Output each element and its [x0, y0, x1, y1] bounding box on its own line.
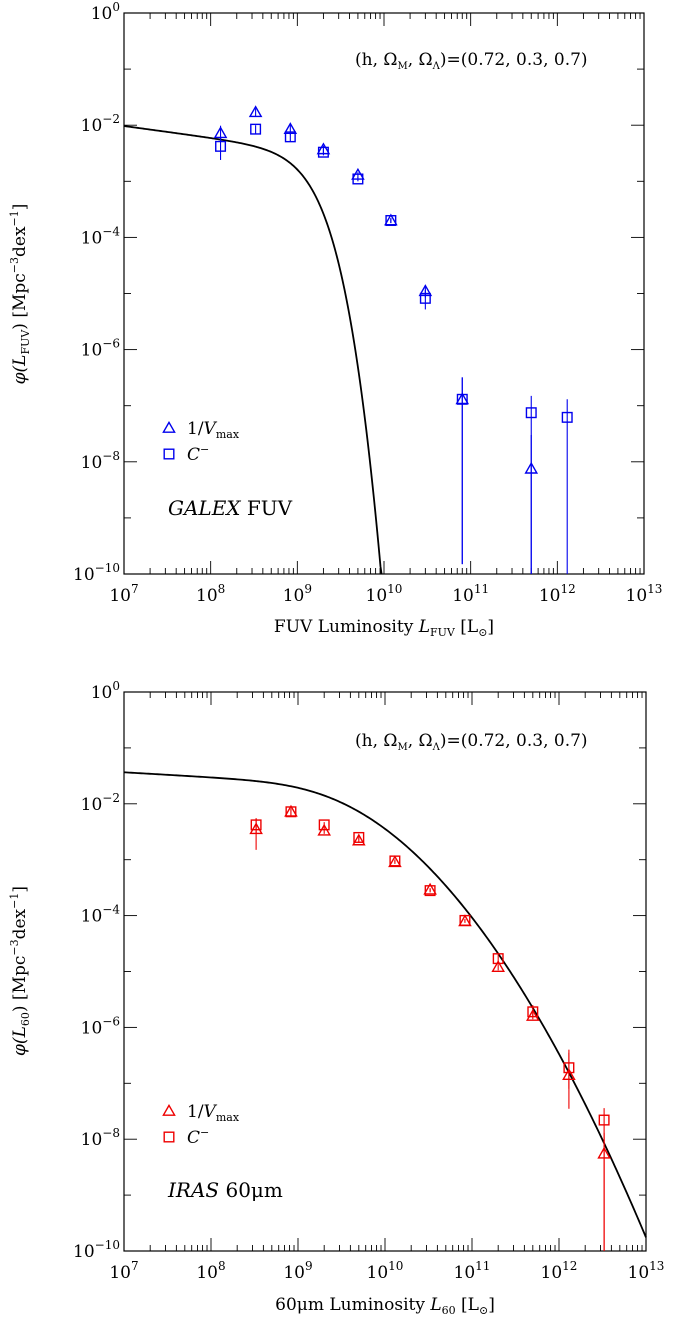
x-tick-label: 1010 — [366, 582, 403, 606]
axis-ticks — [123, 12, 645, 575]
data-point-triangle — [249, 822, 263, 835]
data-point-triangle — [491, 960, 505, 972]
y-tick-label: 10−6 — [81, 337, 120, 361]
model-curve — [123, 771, 647, 1238]
x-tick-label: 1012 — [541, 1259, 578, 1283]
data-point-triangle — [248, 105, 263, 118]
x-axis-label: 60μm Luminosity L60 [L⊙] — [275, 1295, 495, 1317]
data-point-square — [352, 173, 364, 185]
y-tick-label: 10−10 — [73, 561, 120, 585]
data-point-square — [456, 393, 468, 405]
data-point-triangle — [388, 855, 402, 868]
y-tick-label: 10−2 — [81, 791, 120, 815]
y-tick-label: 10−4 — [81, 224, 121, 248]
data-point-triangle — [423, 882, 437, 895]
cosmology-annotation: (h, ΩM, ΩΛ)=(0.72, 0.3, 0.7) — [355, 731, 588, 753]
y-axis-label: φ(L60) [Mpc−3dex−1] — [8, 886, 32, 1056]
series-square — [215, 123, 573, 574]
x-tick-label: 108 — [196, 582, 225, 606]
y-tick-label: 10−8 — [81, 1126, 120, 1150]
survey-label: IRAS 60μm — [167, 1178, 283, 1202]
legend-marker — [162, 420, 176, 433]
data-point-triangle — [526, 1008, 540, 1021]
data-point-square — [353, 831, 365, 843]
panel-galex-fuv: 107 108 109 1010 1011 1012 1013 100 10−2 10−4 10−6… — [8, 0, 662, 639]
x-tick-label: 109 — [283, 1259, 312, 1283]
data-point-triangle — [352, 833, 366, 846]
x-tick-label: 107 — [109, 1259, 138, 1283]
x-tick-label: 109 — [283, 582, 312, 606]
data-point-triangle — [213, 126, 228, 139]
y-tick-label: 10−6 — [81, 1014, 120, 1038]
panel-iras-60um: 107 108 109 1010 1011 1012 1013 100 10−2 10−4 10−6… — [8, 679, 664, 1317]
y-tick-label: 100 — [91, 679, 120, 703]
data-point-square — [492, 953, 504, 965]
legend-marker — [163, 1131, 175, 1143]
data-point-square — [561, 411, 573, 423]
data-point-square — [527, 1006, 539, 1018]
data-point-square — [285, 806, 297, 818]
x-tick-label: 1013 — [626, 582, 663, 606]
series-triangle — [249, 804, 611, 1251]
plot-frame — [123, 12, 645, 575]
y-tick-label: 10−10 — [73, 1238, 120, 1262]
x-tick-label: 108 — [196, 1259, 225, 1283]
legend-label: 1/Vmax — [187, 1102, 240, 1124]
data-point-square — [424, 885, 436, 897]
x-tick-label: 1013 — [628, 1259, 665, 1283]
data-point-square — [598, 1114, 610, 1126]
data-point-square — [459, 914, 471, 926]
y-tick-label: 10−4 — [81, 903, 121, 927]
data-point-square — [389, 855, 401, 867]
y-tick-label: 10−8 — [81, 449, 120, 473]
legend-marker — [163, 448, 175, 460]
survey-label: GALEX FUV — [168, 496, 293, 520]
y-axis-label: φ(LFUV) [Mpc−3dex−1] — [8, 204, 32, 385]
legend-marker — [162, 1103, 176, 1116]
data-point-square — [250, 819, 262, 831]
legend-label: 1/Vmax — [187, 419, 240, 441]
x-tick-label: 107 — [109, 582, 138, 606]
data-point-square — [317, 146, 329, 158]
data-point-square — [215, 140, 227, 152]
y-tick-label: 100 — [91, 0, 120, 24]
legend-label: C− — [187, 443, 209, 465]
y-tick-label: 10−2 — [81, 112, 120, 136]
data-point-square — [250, 123, 262, 135]
data-point-square — [318, 819, 330, 831]
data-point-square — [284, 131, 296, 143]
x-axis-label: FUV Luminosity LFUV [L⊙] — [274, 617, 494, 639]
series-square — [250, 806, 610, 1251]
data-point-square — [525, 407, 537, 419]
model-curve — [123, 125, 383, 575]
legend-label: C− — [187, 1126, 209, 1148]
data-point-square — [419, 292, 431, 304]
data-point-square — [385, 215, 397, 227]
x-tick-label: 1010 — [367, 1259, 404, 1283]
x-tick-label: 1012 — [539, 582, 576, 606]
x-tick-label: 1011 — [452, 582, 489, 606]
plot-frame — [123, 691, 647, 1252]
cosmology-annotation: (h, ΩM, ΩΛ)=(0.72, 0.3, 0.7) — [355, 50, 588, 72]
axis-ticks — [123, 691, 647, 1252]
x-tick-label: 1011 — [454, 1259, 491, 1283]
data-point-square — [563, 1062, 575, 1074]
